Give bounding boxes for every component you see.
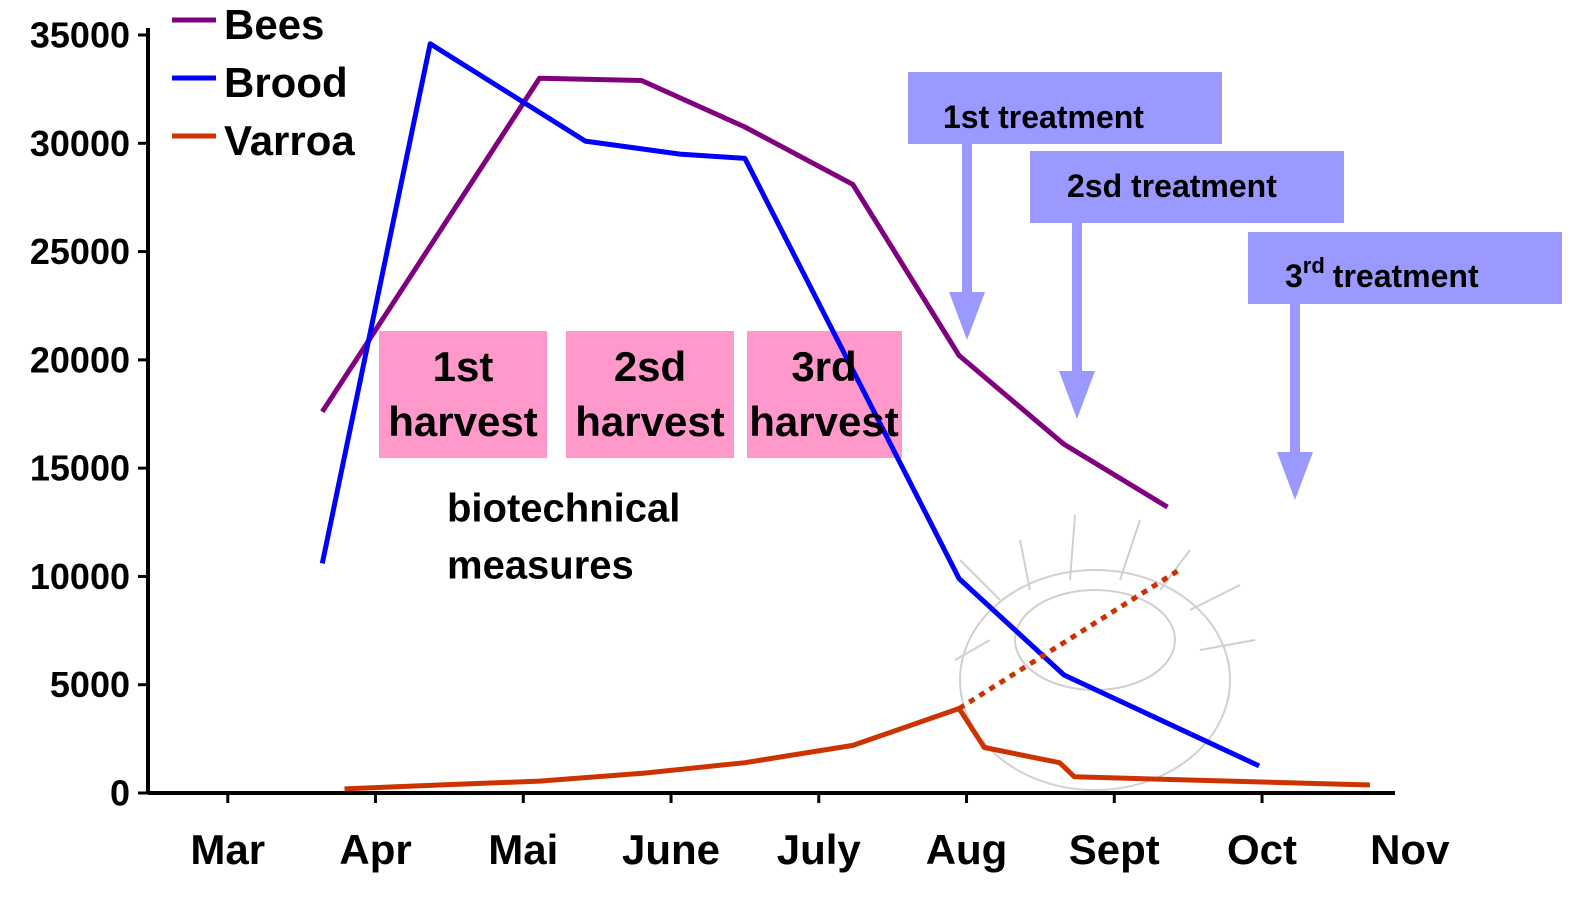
y-tick-label: 5000: [50, 664, 130, 705]
x-tick-label: Mai: [488, 826, 558, 873]
y-tick-label: 10000: [30, 556, 130, 597]
harvest-label: 3rd: [791, 343, 856, 390]
harvest-label: harvest: [749, 398, 898, 445]
y-tick-label: 20000: [30, 339, 130, 380]
treatment-label: 1st treatment: [943, 99, 1144, 135]
treatment-text: treatment: [998, 99, 1144, 135]
treatment-suffix: rd: [1303, 253, 1325, 278]
legend-label: Bees: [224, 1, 324, 48]
harvest-label: harvest: [388, 398, 537, 445]
y-tick-label: 15000: [30, 448, 130, 489]
treatment-arrow: [1059, 223, 1095, 419]
x-tick-label: Sept: [1069, 826, 1160, 873]
series-line: [345, 709, 1370, 789]
x-tick-label: Mar: [190, 826, 265, 873]
treatment-text: treatment: [1131, 168, 1277, 204]
x-tick-label: Apr: [339, 826, 411, 873]
legend-label: Brood: [224, 59, 348, 106]
x-tick-label: July: [777, 826, 862, 873]
biotechnical-label: measures: [447, 544, 634, 588]
y-tick-label: 30000: [30, 123, 130, 164]
y-tick-label: 35000: [30, 15, 130, 56]
treatment-arrow: [949, 144, 985, 340]
treatment-arrow: [1277, 304, 1313, 500]
treatment-number: 3: [1285, 258, 1303, 294]
y-tick-label: 25000: [30, 231, 130, 272]
biotechnical-label: biotechnical: [447, 487, 680, 531]
legend-label: Varroa: [224, 117, 355, 164]
treatment-label: 2sd treatment: [1067, 168, 1277, 204]
x-tick-label: Nov: [1370, 826, 1450, 873]
x-tick-label: June: [622, 826, 720, 873]
x-tick-label: Aug: [926, 826, 1008, 873]
harvest-label: 1st: [433, 343, 494, 390]
treatment-number: 1st: [943, 99, 990, 135]
legend: Bees Brood Varroa: [172, 1, 355, 164]
treatment-number: 2sd: [1067, 168, 1122, 204]
chart: 0 5000 10000 15000 20000 25000 30000 35000 Mar Ap…: [0, 0, 1594, 893]
x-tick-label: Oct: [1227, 826, 1297, 873]
harvest-label: 2sd: [614, 343, 686, 390]
treatment-text: treatment: [1333, 258, 1479, 294]
harvest-label: harvest: [575, 398, 724, 445]
y-tick-label: 0: [110, 773, 130, 814]
